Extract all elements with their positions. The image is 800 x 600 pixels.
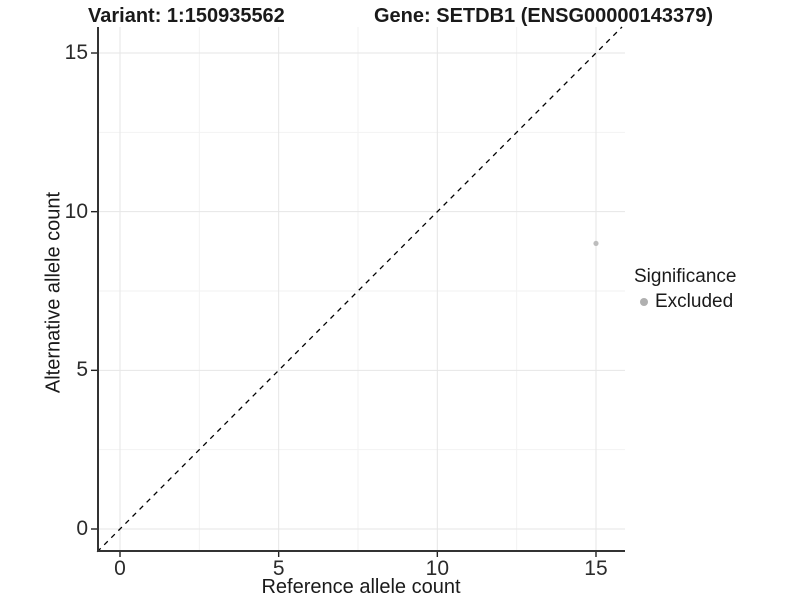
y-axis-title: Alternative allele count — [42, 191, 65, 394]
y-tick-label: 0 — [76, 517, 88, 540]
legend-point-icon — [640, 298, 648, 306]
x-axis-title: Reference allele count — [261, 576, 461, 598]
legend-item-label: Excluded — [655, 291, 734, 312]
scatter-point — [593, 240, 599, 247]
gridlines-major — [97, 27, 625, 552]
legend-item-excluded: Excluded — [634, 291, 736, 313]
x-tick-label: 5 — [272, 557, 285, 580]
axis-tick-marks — [91, 52, 597, 557]
y-tick-label: 5 — [76, 358, 88, 382]
legend-title: Significance — [634, 266, 737, 287]
x-tick-label: 0 — [114, 557, 126, 580]
axis-lines — [97, 27, 625, 552]
legend: Significance Excluded — [634, 266, 736, 313]
x-tick-label: 10 — [425, 557, 449, 580]
plot-title-variant: Variant: 1:150935562 — [88, 5, 285, 27]
gridlines-minor — [97, 27, 625, 552]
identity-dashed-line — [96, 26, 623, 553]
y-tick-label: 10 — [64, 199, 88, 223]
plot-title-gene: Gene: SETDB1 (ENSG00000143379) — [374, 5, 714, 27]
x-tick-label: 15 — [584, 557, 608, 580]
data-points — [593, 240, 599, 247]
y-tick-label: 15 — [64, 41, 88, 64]
